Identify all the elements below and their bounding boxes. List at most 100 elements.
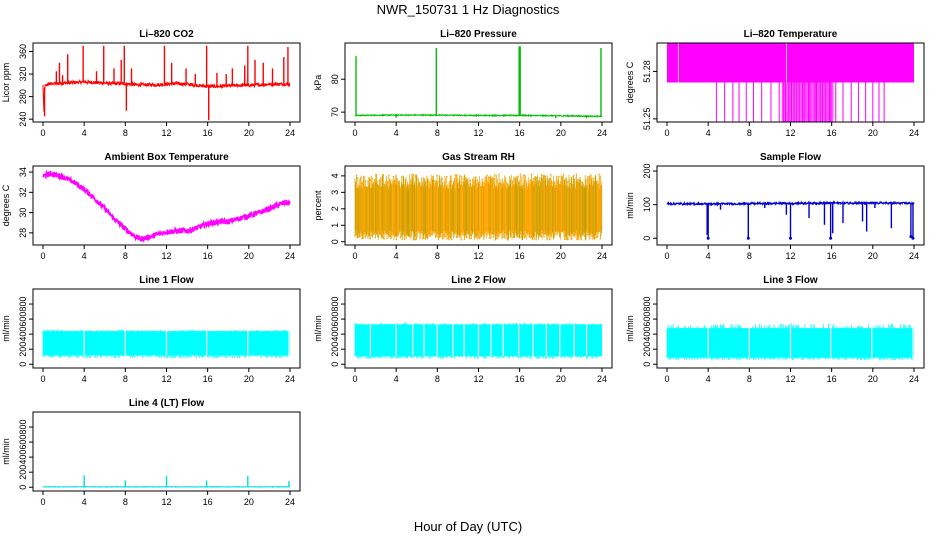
rh-point-mark bbox=[429, 235, 431, 237]
y-tick-label: 800 bbox=[18, 297, 28, 312]
rh-point-mark bbox=[493, 178, 495, 180]
rh-point-mark bbox=[598, 173, 600, 176]
rh-point-mark bbox=[508, 176, 511, 178]
y-tick-label: 320 bbox=[18, 67, 28, 82]
y-tick-label: 600 bbox=[18, 312, 28, 327]
rh-point-mark bbox=[395, 238, 398, 241]
x-tick-label: 24 bbox=[285, 374, 295, 384]
x-tick-label: 4 bbox=[706, 251, 711, 261]
y-tick-label: 400 bbox=[642, 327, 652, 342]
rh-point-mark bbox=[458, 175, 461, 177]
rh-point-mark bbox=[481, 178, 484, 181]
rh-point-mark bbox=[371, 177, 373, 179]
rh-point-mark bbox=[599, 237, 602, 240]
panel-title: Li–820 Pressure bbox=[440, 29, 517, 40]
rh-point-mark bbox=[391, 233, 393, 236]
y-tick-label: 600 bbox=[18, 435, 28, 450]
rh-point-mark bbox=[571, 232, 574, 234]
x-tick-label: 0 bbox=[352, 251, 357, 261]
x-tick-label: 8 bbox=[435, 374, 440, 384]
y-axis-label: ml/min bbox=[1, 438, 11, 465]
rh-point-mark bbox=[396, 178, 398, 180]
y-tick-label: 3 bbox=[330, 190, 340, 195]
x-tick-label: 8 bbox=[747, 128, 752, 138]
rh-point-mark bbox=[535, 238, 537, 241]
x-tick-label: 8 bbox=[747, 374, 752, 384]
rh-point-mark bbox=[388, 235, 391, 238]
rh-point-mark bbox=[503, 236, 505, 239]
rh-point-mark bbox=[519, 236, 521, 239]
x-tick-label: 16 bbox=[827, 251, 837, 261]
rh-point-mark bbox=[439, 235, 442, 238]
spike-point-mark bbox=[909, 235, 913, 239]
rh-point-mark bbox=[470, 237, 473, 240]
x-tick-label: 24 bbox=[285, 497, 295, 507]
panel-title: Line 4 (LT) Flow bbox=[129, 398, 205, 409]
x-tick-label: 12 bbox=[161, 251, 171, 261]
x-tick-label: 24 bbox=[909, 251, 919, 261]
spike-point-mark bbox=[829, 236, 833, 240]
x-tick-label: 20 bbox=[868, 251, 878, 261]
x-tick-label: 4 bbox=[394, 128, 399, 138]
chart-panel-sample: Sample Flow ml/min 0 4 8 12 16 20 24 0 100 200 bbox=[625, 152, 925, 261]
rh-point-mark bbox=[577, 178, 580, 181]
rh-point-mark bbox=[482, 238, 485, 240]
rh-point-mark bbox=[593, 177, 595, 179]
rh-point-mark bbox=[411, 173, 413, 176]
x-tick-label: 8 bbox=[435, 128, 440, 138]
chart-panel-temperature: Li–820 Temperature degrees C 0 4 8 12 16 20 24 51… bbox=[625, 29, 925, 138]
rh-point-mark bbox=[589, 238, 591, 240]
rh-point-mark bbox=[567, 238, 569, 241]
rh-point-mark bbox=[501, 236, 504, 238]
rh-point-mark bbox=[355, 174, 358, 177]
series-line4 bbox=[42, 475, 291, 488]
rh-point-mark bbox=[543, 235, 545, 238]
y-tick-label: 4 bbox=[330, 173, 340, 178]
x-tick-label: 16 bbox=[515, 251, 525, 261]
rh-point-mark bbox=[445, 175, 448, 178]
x-tick-label: 24 bbox=[909, 374, 919, 384]
panel-title: Line 1 Flow bbox=[139, 275, 194, 286]
rh-point-mark bbox=[433, 179, 435, 182]
x-tick-label: 12 bbox=[785, 128, 795, 138]
rh-point-mark bbox=[437, 238, 440, 241]
y-tick-label: 200 bbox=[642, 342, 652, 357]
x-tick-label: 4 bbox=[394, 251, 399, 261]
y-tick-label: 0 bbox=[642, 236, 652, 241]
rh-point-mark bbox=[412, 238, 415, 241]
rh-point-mark bbox=[585, 179, 587, 181]
rh-point-mark bbox=[498, 173, 500, 176]
x-tick-label: 0 bbox=[352, 374, 357, 384]
rh-point-mark bbox=[376, 235, 379, 238]
x-tick-label: 8 bbox=[435, 251, 440, 261]
panel-title: Li–820 Temperature bbox=[744, 29, 838, 40]
x-tick-label: 12 bbox=[473, 374, 483, 384]
x-tick-label: 0 bbox=[40, 251, 45, 261]
rh-point-mark bbox=[361, 237, 363, 240]
temperature-band-mark bbox=[667, 43, 914, 83]
rh-point-mark bbox=[363, 233, 366, 235]
rh-point-mark bbox=[469, 237, 471, 240]
y-tick-label: 51.25 bbox=[642, 108, 652, 131]
rh-point-mark bbox=[401, 238, 404, 240]
series-rh bbox=[354, 173, 603, 241]
spike-point-mark bbox=[746, 236, 750, 240]
rh-point-mark bbox=[381, 236, 384, 239]
rh-point-mark bbox=[517, 175, 519, 178]
x-tick-label: 12 bbox=[473, 251, 483, 261]
x-tick-label: 8 bbox=[123, 128, 128, 138]
rh-point-mark bbox=[500, 183, 503, 186]
y-axis-label: percent bbox=[313, 190, 323, 221]
rh-point-mark bbox=[594, 237, 596, 239]
x-tick-label: 24 bbox=[597, 374, 607, 384]
rh-point-mark bbox=[530, 173, 533, 176]
panel-title: Line 3 Flow bbox=[763, 275, 818, 286]
rh-point-mark bbox=[469, 179, 472, 182]
rh-point-mark bbox=[399, 236, 402, 239]
rh-point-mark bbox=[361, 181, 364, 184]
x-tick-label: 4 bbox=[706, 128, 711, 138]
rh-point-mark bbox=[506, 237, 508, 240]
rh-point-mark bbox=[562, 173, 565, 176]
x-tick-label: 8 bbox=[123, 374, 128, 384]
rh-point-mark bbox=[450, 238, 453, 241]
